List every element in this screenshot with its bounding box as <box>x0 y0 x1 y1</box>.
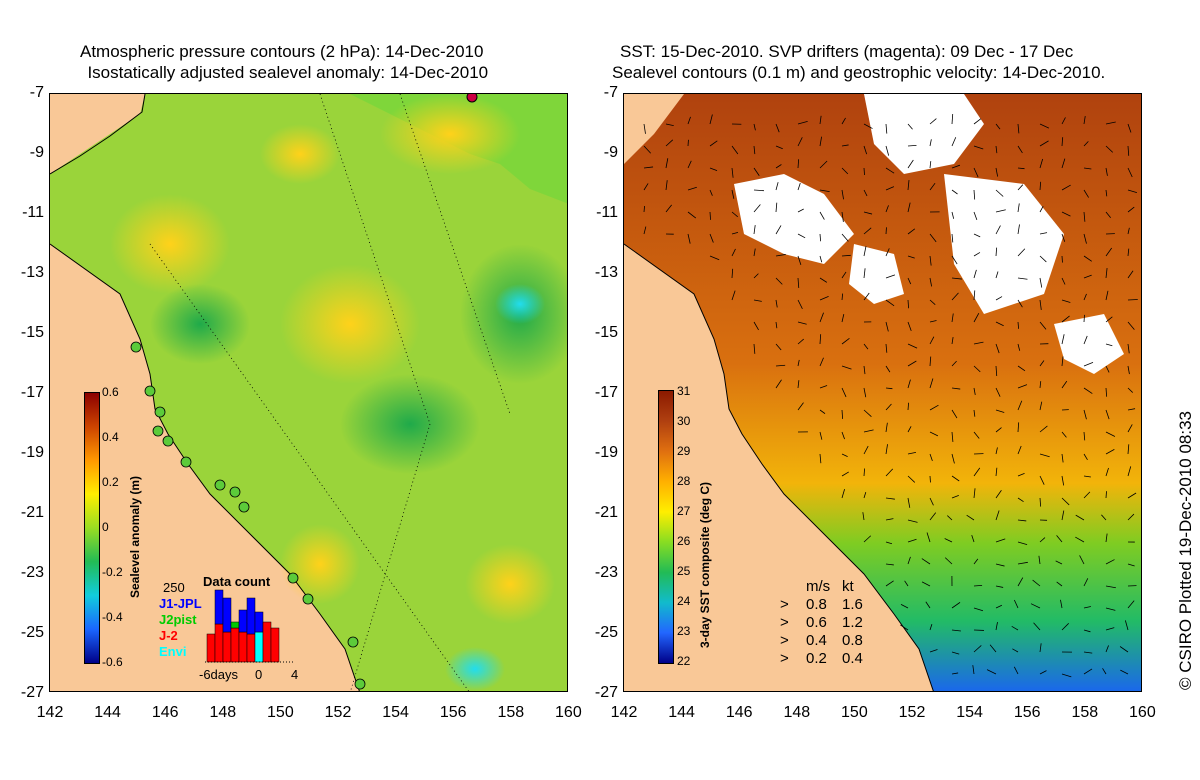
lat-label-right: -17 <box>594 384 618 401</box>
lon-label-right: 148 <box>783 704 811 721</box>
lon-label-right: 156 <box>1013 704 1041 721</box>
right-title-line2: Sealevel contours (0.1 m) and geostrophi… <box>612 63 1106 82</box>
velocity-ms: 0.8 <box>806 596 827 613</box>
lat-label-right: -9 <box>603 144 618 161</box>
sla-colorbar-tick: -0.4 <box>102 610 123 624</box>
sst-field <box>624 94 1141 691</box>
sealevel-anomaly-map <box>49 93 568 692</box>
lon-label-left: 158 <box>497 704 525 721</box>
lat-label-right: -13 <box>594 264 618 281</box>
sst-colorbar-tick: 23 <box>677 624 691 638</box>
data-count-max: 250 <box>163 580 185 595</box>
left-title-line2: Isostatically adjusted sealevel anomaly:… <box>78 63 489 82</box>
velocity-kt: 1.6 <box>842 596 863 613</box>
histogram-xlabel-start: -6days <box>199 667 239 682</box>
lon-label-left: 156 <box>439 704 467 721</box>
sst-colorbar-tick: 31 <box>677 384 691 398</box>
lat-label-right: -11 <box>596 204 618 221</box>
right-title-line1: SST: 15-Dec-2010. SVP drifters (magenta)… <box>620 42 1074 61</box>
sst-colorbar-tick: 28 <box>677 474 691 488</box>
lat-label-left: -7 <box>29 84 44 101</box>
sst-colorbar <box>658 390 674 664</box>
sst-colorbar-tick: 25 <box>677 564 691 578</box>
sealevel-anomaly-field <box>50 94 567 691</box>
lat-label-right: -27 <box>594 684 618 701</box>
sla-colorbar-label: Sealevel anomaly (m) <box>128 475 142 598</box>
velocity-arrow-icon: > <box>780 596 789 613</box>
velocity-unit-ms: m/s <box>806 578 831 595</box>
sla-colorbar-tick: 0.2 <box>102 475 119 489</box>
mission-j2: J-2 <box>159 628 178 643</box>
sla-colorbar-tick: 0.6 <box>102 385 119 399</box>
lat-label-left: -25 <box>20 624 44 641</box>
lon-label-right: 152 <box>898 704 926 721</box>
lon-label-right: 146 <box>725 704 753 721</box>
sla-colorbar <box>84 392 100 664</box>
lat-label-right: -25 <box>594 624 618 641</box>
histogram-xlabel-end: 4 <box>291 667 299 682</box>
velocity-ms: 0.2 <box>806 650 827 667</box>
lon-label-left: 144 <box>94 704 121 721</box>
sla-colorbar-tick: 0.4 <box>102 430 119 444</box>
velocity-arrow-icon: > <box>780 614 789 631</box>
lon-label-right: 154 <box>956 704 983 721</box>
lat-label-left: -21 <box>20 504 44 521</box>
lat-label-right: -7 <box>603 84 618 101</box>
histogram-xlabel-zero: 0 <box>255 667 263 682</box>
velocity-arrow-icon: > <box>780 632 789 649</box>
lat-label-right: -21 <box>594 504 618 521</box>
sst-colorbar-tick: 24 <box>677 594 691 608</box>
lat-label-left: -19 <box>20 444 44 461</box>
velocity-unit-kt: kt <box>842 578 854 595</box>
sst-colorbar-tick: 30 <box>677 414 691 428</box>
lon-label-left: 150 <box>267 704 294 721</box>
velocity-ms: 0.6 <box>806 614 827 631</box>
lon-label-left: 160 <box>555 704 582 721</box>
data-count-histogram <box>205 589 295 663</box>
left-title-line1: Atmospheric pressure contours (2 hPa): 1… <box>80 42 484 61</box>
lat-label-left: -17 <box>20 384 44 401</box>
lat-label-left: -27 <box>20 684 44 701</box>
mission-j1: J1-JPL <box>159 596 202 611</box>
lat-label-left: -9 <box>29 144 44 161</box>
lon-label-left: 154 <box>382 704 409 721</box>
lon-label-right: 158 <box>1071 704 1099 721</box>
lon-label-right: 142 <box>610 704 638 721</box>
lat-label-left: -15 <box>20 324 44 341</box>
sst-colorbar-tick: 26 <box>677 534 691 548</box>
lat-label-left: -11 <box>22 204 44 221</box>
sla-colorbar-tick: -0.6 <box>102 655 123 669</box>
plot-credit: © CSIRO Plotted 19-Dec-2010 08:33 <box>1176 410 1195 690</box>
velocity-legend: m/s kt >0.8 1.6 >0.6 1.2 >0.4 0.8 >0.2 0.4 <box>780 578 900 668</box>
lat-label-left: -13 <box>20 264 44 281</box>
lat-label-left: -23 <box>20 564 44 581</box>
lon-label-left: 152 <box>324 704 352 721</box>
lon-label-right: 144 <box>668 704 695 721</box>
data-count-inset: Data count 250 J1-JPL J2pist J-2 Envi -6… <box>155 574 300 682</box>
mission-envi: Envi <box>159 644 187 659</box>
velocity-kt: 0.4 <box>842 650 863 667</box>
velocity-ms: 0.4 <box>806 632 827 649</box>
lon-label-right: 150 <box>841 704 868 721</box>
sst-map <box>623 93 1142 692</box>
lat-label-right: -19 <box>594 444 618 461</box>
lat-label-right: -23 <box>594 564 618 581</box>
mission-j2pist: J2pist <box>159 612 197 627</box>
lon-label-right: 160 <box>1129 704 1156 721</box>
lat-label-right: -15 <box>594 324 618 341</box>
sst-colorbar-tick: 29 <box>677 444 691 458</box>
sla-colorbar-tick: -0.2 <box>102 565 123 579</box>
lon-label-left: 146 <box>151 704 179 721</box>
sst-colorbar-tick: 27 <box>677 504 691 518</box>
data-count-title: Data count <box>203 574 271 589</box>
velocity-kt: 0.8 <box>842 632 863 649</box>
lon-label-left: 142 <box>36 704 64 721</box>
velocity-arrow-icon: > <box>780 650 789 667</box>
lon-label-left: 148 <box>209 704 237 721</box>
sst-colorbar-tick: 22 <box>677 654 691 668</box>
sla-colorbar-tick: 0 <box>102 520 109 534</box>
velocity-kt: 1.2 <box>842 614 863 631</box>
sst-colorbar-label: 3-day SST composite (deg C) <box>698 481 712 648</box>
